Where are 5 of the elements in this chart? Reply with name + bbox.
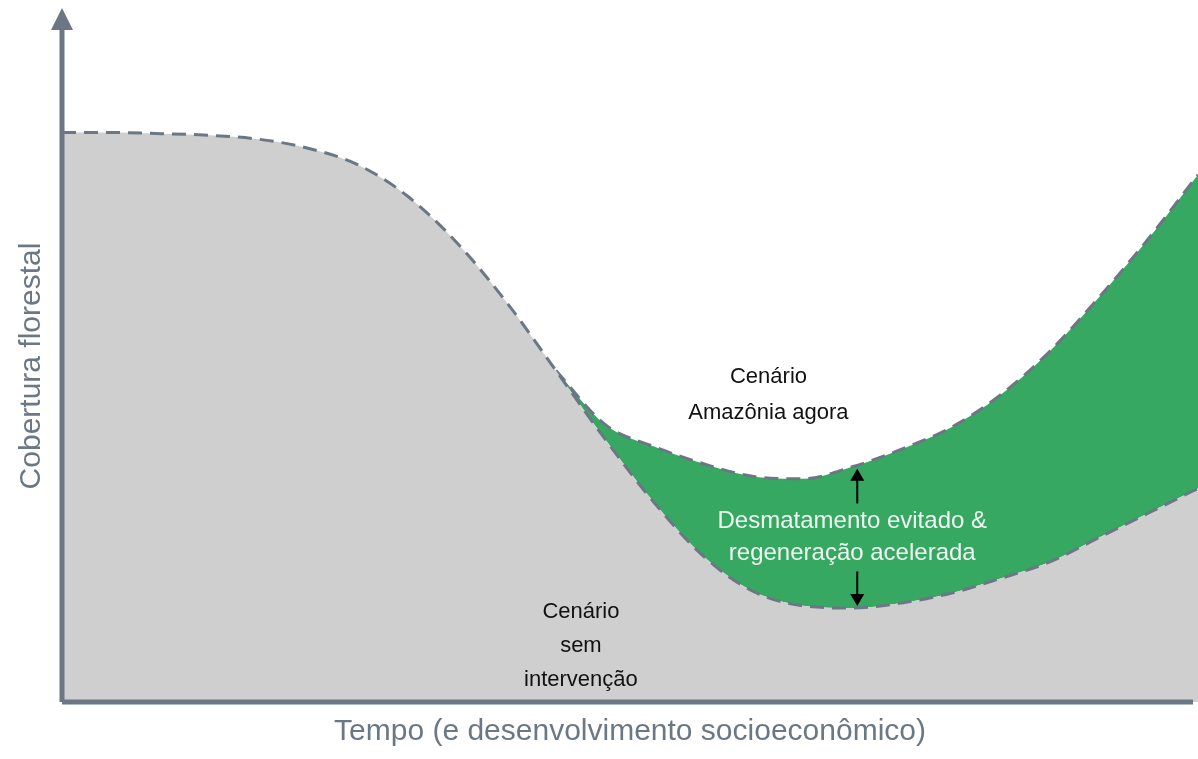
y-axis-title: Cobertura florestal [13, 242, 47, 490]
annotation: Desmatamento evitado & regeneração acelerada [717, 506, 987, 566]
series-label: Cenário sem intervenção [524, 598, 638, 692]
series-label: Cenário Amazônia agora [688, 362, 850, 424]
x-axis-title: Tempo (e desenvolvimento socioeconômico) [334, 713, 926, 747]
